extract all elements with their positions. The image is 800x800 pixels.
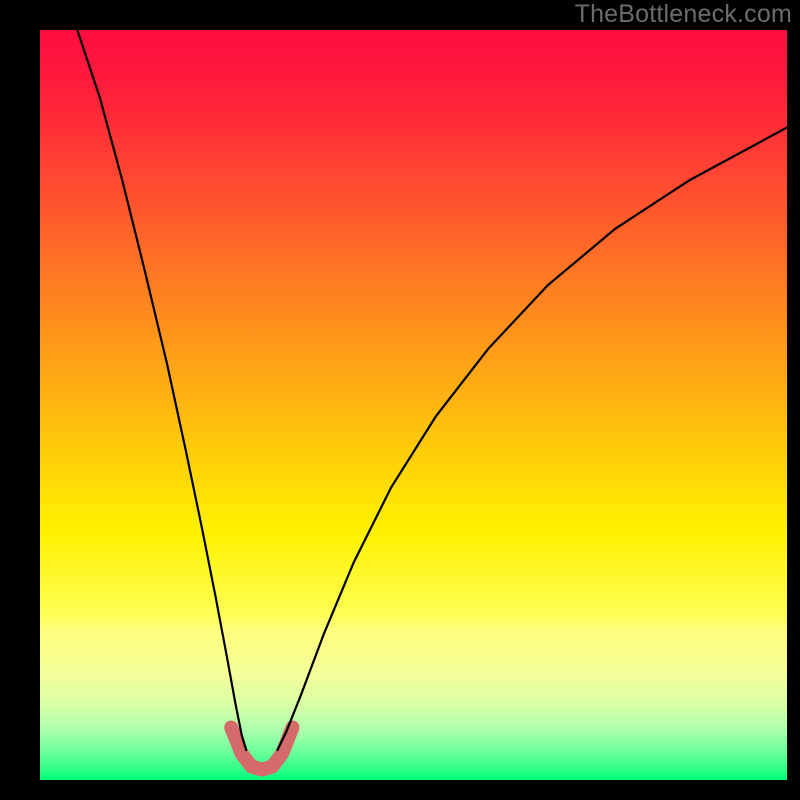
chart-frame [0, 0, 800, 800]
plot-background [40, 30, 787, 780]
watermark-text: TheBottleneck.com [575, 0, 792, 29]
chart-root: TheBottleneck.com [0, 0, 800, 800]
bottleneck-chart [0, 0, 800, 800]
